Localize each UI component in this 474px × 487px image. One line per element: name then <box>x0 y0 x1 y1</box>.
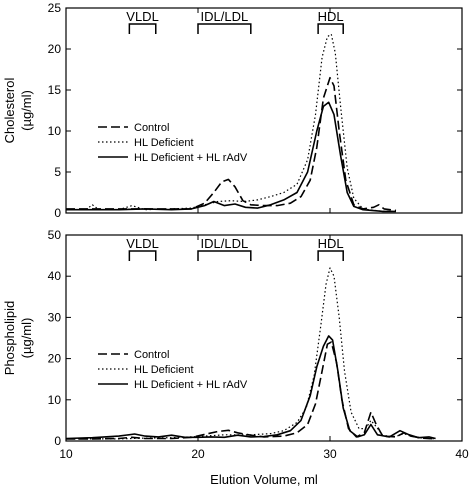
y-tick-label: 20 <box>48 42 62 56</box>
y-tick-label: 15 <box>48 83 62 97</box>
plot-frame <box>65 234 463 442</box>
cholesterol-panel: 0 5 10 15 20 25 Cholesterol (µg/ml) VLDL IDL/LDL H… <box>2 1 463 220</box>
series-line <box>66 101 396 213</box>
band-label: IDL/LDL <box>201 9 249 24</box>
y-tick-label: 50 <box>48 228 62 242</box>
series-line <box>65 335 436 440</box>
series-line <box>66 267 436 440</box>
y-tick-label: 10 <box>48 124 62 138</box>
y-tick-label: 40 <box>48 269 62 283</box>
legend-label: Control <box>134 349 169 361</box>
y-axis-unit: (µg/ml) <box>19 318 34 359</box>
series-line <box>66 33 396 212</box>
y-axis-title: Cholesterol <box>2 78 17 144</box>
y-axis-unit: (µg/ml) <box>19 90 34 131</box>
legend-label: HL Deficient <box>134 137 194 149</box>
plot-frame <box>65 7 463 214</box>
y-tick-label: 5 <box>54 165 61 179</box>
legend-label: Control <box>134 122 169 134</box>
x-tick-label: 20 <box>191 447 205 461</box>
legend-label: HL Deficient + HL rAdV <box>134 379 248 391</box>
band-bracket <box>128 250 157 261</box>
y-tick-label: 20 <box>48 352 62 366</box>
band-label: HDL <box>318 236 344 251</box>
band-label: HDL <box>318 9 344 24</box>
y-axis-title: Phospholipid <box>2 301 17 375</box>
band-bracket <box>128 23 157 34</box>
band-bracket <box>197 250 252 261</box>
band-label: IDL/LDL <box>201 236 249 251</box>
x-tick-label: 40 <box>455 447 469 461</box>
y-tick-label: 0 <box>54 206 61 220</box>
legend-label: HL Deficient <box>134 364 194 376</box>
y-tick-label: 0 <box>54 434 61 448</box>
x-axis-title: Elution Volume, ml <box>210 472 318 487</box>
band-bracket <box>197 23 252 34</box>
x-tick-label: 30 <box>323 447 337 461</box>
y-tick-label: 25 <box>48 1 62 15</box>
series-line <box>66 341 436 440</box>
x-tick-label: 10 <box>59 447 73 461</box>
y-tick-label: 10 <box>48 393 62 407</box>
legend-label: HL Deficient + HL rAdV <box>134 152 248 164</box>
band-bracket <box>317 250 344 261</box>
band-label: VLDL <box>126 9 159 24</box>
y-tick-label: 30 <box>48 310 62 324</box>
band-bracket <box>317 23 344 34</box>
band-label: VLDL <box>126 236 159 251</box>
